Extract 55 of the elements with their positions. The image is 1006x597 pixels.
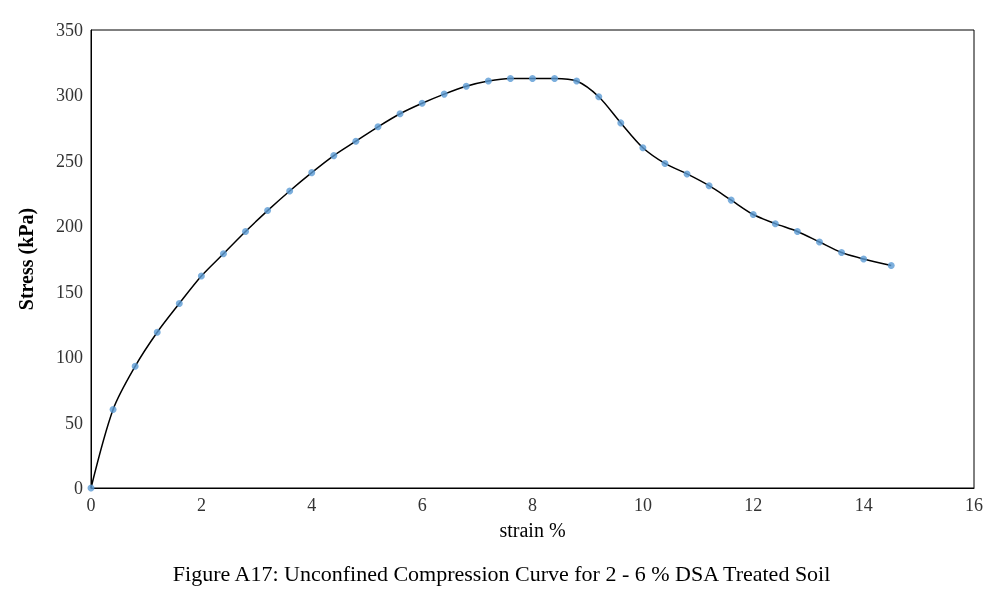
point xyxy=(175,299,183,307)
point xyxy=(838,248,846,256)
point xyxy=(551,74,559,82)
point xyxy=(374,123,382,131)
x-tick-label: 12 xyxy=(744,495,763,515)
x-tick-label: 14 xyxy=(854,495,873,515)
y-axis-title: Stress (kPa) xyxy=(15,207,38,311)
y-tick-label: 350 xyxy=(56,20,83,40)
point xyxy=(506,74,514,82)
point xyxy=(815,238,823,246)
y-tick-label: 200 xyxy=(56,216,83,237)
point xyxy=(705,182,713,190)
point xyxy=(573,77,581,85)
point xyxy=(462,82,470,90)
point xyxy=(617,119,625,127)
point xyxy=(153,328,161,336)
x-tick-label: 8 xyxy=(528,495,537,515)
y-tick-label: 150 xyxy=(56,281,83,302)
point xyxy=(887,262,895,270)
x-tick-label: 0 xyxy=(86,495,96,515)
x-tick-label: 16 xyxy=(965,495,983,515)
point xyxy=(109,405,117,413)
point xyxy=(484,77,492,85)
point xyxy=(860,255,868,263)
point xyxy=(727,196,735,204)
x-axis-title: strain % xyxy=(499,519,566,541)
point xyxy=(330,152,338,160)
point xyxy=(131,362,139,370)
point xyxy=(197,272,205,280)
point xyxy=(639,144,647,152)
point xyxy=(529,74,536,82)
point xyxy=(242,228,250,236)
point xyxy=(219,250,227,258)
point xyxy=(595,93,603,101)
x-tick-label: 10 xyxy=(633,495,652,515)
point xyxy=(418,99,426,107)
y-tick-label: 300 xyxy=(56,85,83,106)
point xyxy=(396,110,404,118)
x-tick-label: 6 xyxy=(417,495,427,515)
y-tick-label: 50 xyxy=(65,412,83,433)
point xyxy=(352,137,360,145)
point xyxy=(308,169,316,177)
point xyxy=(286,187,294,195)
y-tick-label: 0 xyxy=(74,478,83,498)
x-tick-label: 4 xyxy=(307,495,317,515)
point xyxy=(771,220,779,228)
point xyxy=(661,159,669,167)
caption: Figure A17: Unconfined Compression Curve for 2 - 6 % DSA Treated Soil xyxy=(172,560,831,586)
point xyxy=(440,90,448,98)
point xyxy=(264,207,272,215)
y-tick-label: 250 xyxy=(56,150,83,171)
point xyxy=(793,228,801,236)
x-tick-label: 2 xyxy=(196,495,206,515)
y-tick-label: 100 xyxy=(56,347,83,368)
point xyxy=(749,211,757,219)
